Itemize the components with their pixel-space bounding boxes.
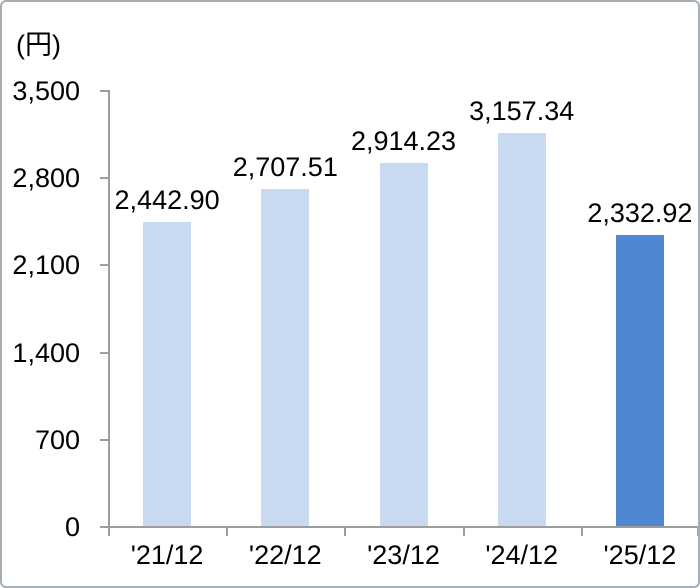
x-axis-category-label: '21/12 [130, 540, 204, 570]
y-axis-tick-label: 2,800 [12, 163, 80, 194]
bar-value-label: 2,914.23 [350, 125, 457, 156]
bar-value-label: 3,157.34 [469, 95, 575, 126]
x-axis-tick [226, 528, 229, 536]
y-axis-tick-label: 700 [34, 424, 80, 455]
x-axis-tick [697, 528, 698, 536]
bar-'21/12 [143, 221, 192, 526]
y-axis-tick [100, 264, 108, 267]
y-axis-tick-label: 3,500 [12, 76, 80, 106]
bar-'22/12 [261, 188, 310, 526]
bar-'23/12 [379, 162, 428, 526]
y-axis-unit-label: (円) [16, 30, 61, 60]
y-axis-tick [100, 438, 108, 441]
y-axis-tick-label: 0 [64, 512, 80, 542]
y-axis-tick [100, 90, 108, 92]
y-axis-tick [100, 526, 108, 528]
bar-value-label: 2,332.92 [587, 198, 693, 229]
x-axis-tick [462, 528, 465, 536]
x-axis-category-label: '23/12 [367, 540, 440, 570]
bar-value-label: 2,442.90 [114, 184, 220, 215]
x-axis-category-label: '24/12 [485, 540, 559, 570]
y-axis-tick [100, 351, 108, 354]
y-axis-tick-label: 2,100 [12, 250, 80, 281]
y-axis-line [108, 90, 110, 528]
bar-value-label: 2,707.51 [232, 151, 338, 182]
x-axis-tick [108, 528, 110, 536]
x-axis-category-label: '22/12 [248, 540, 322, 570]
y-axis-tick [100, 177, 108, 180]
bar-'24/12 [497, 132, 546, 526]
x-axis-category-label: '25/12 [603, 540, 677, 570]
y-axis-tick-label: 1,400 [12, 337, 80, 368]
bar-'25/12 [615, 235, 664, 526]
x-axis-tick [580, 528, 583, 536]
x-axis-line [108, 526, 698, 528]
x-axis-tick [344, 528, 347, 536]
